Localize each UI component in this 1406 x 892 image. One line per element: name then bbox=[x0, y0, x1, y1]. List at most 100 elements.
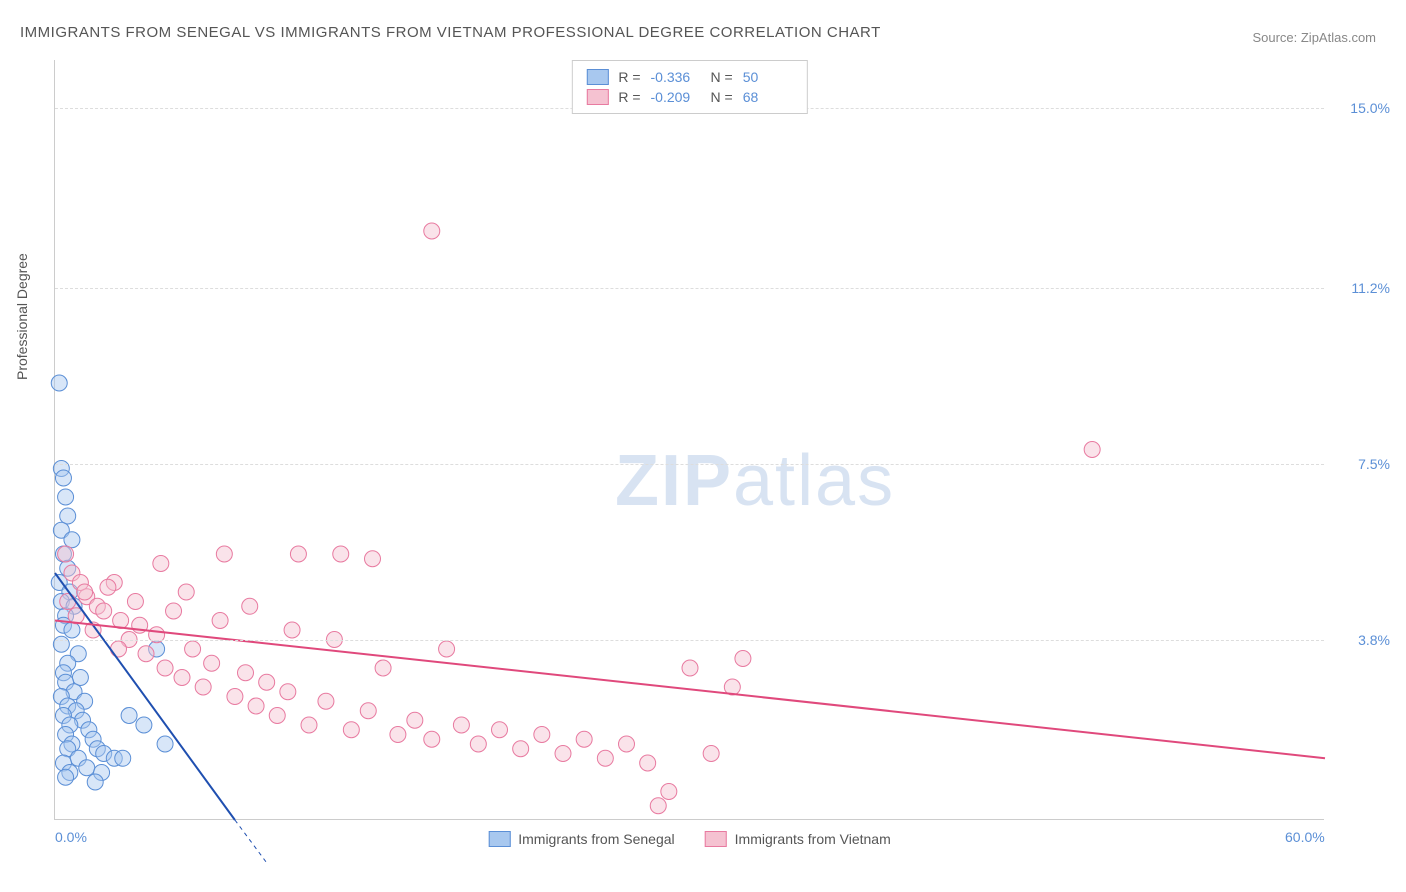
correlation-legend: R = -0.336 N = 50 R = -0.209 N = 68 bbox=[571, 60, 807, 114]
data-point bbox=[111, 641, 127, 657]
data-point bbox=[166, 603, 182, 619]
data-point bbox=[290, 546, 306, 562]
data-point bbox=[60, 508, 76, 524]
data-point bbox=[60, 594, 76, 610]
data-point bbox=[703, 746, 719, 762]
data-point bbox=[58, 489, 74, 505]
x-tick-label: 0.0% bbox=[55, 829, 87, 845]
data-point bbox=[64, 622, 80, 638]
data-point bbox=[492, 722, 508, 738]
y-tick-label: 11.2% bbox=[1351, 280, 1390, 296]
swatch-senegal-icon bbox=[488, 831, 510, 847]
data-point bbox=[115, 750, 131, 766]
data-point bbox=[318, 693, 334, 709]
data-point bbox=[576, 731, 592, 747]
data-point bbox=[96, 603, 112, 619]
data-point bbox=[248, 698, 264, 714]
chart-title: IMMIGRANTS FROM SENEGAL VS IMMIGRANTS FR… bbox=[20, 24, 881, 41]
data-point bbox=[127, 594, 143, 610]
data-point bbox=[343, 722, 359, 738]
plot-area: ZIPatlas R = -0.336 N = 50 R = -0.209 N … bbox=[54, 60, 1324, 820]
data-point bbox=[204, 655, 220, 671]
data-point bbox=[453, 717, 469, 733]
data-point bbox=[284, 622, 300, 638]
y-axis-label: Professional Degree bbox=[14, 253, 30, 380]
data-point bbox=[619, 736, 635, 752]
y-tick-label: 15.0% bbox=[1350, 100, 1390, 116]
data-point bbox=[216, 546, 232, 562]
gridline bbox=[55, 288, 1324, 289]
data-point bbox=[555, 746, 571, 762]
y-tick-label: 7.5% bbox=[1358, 456, 1390, 472]
data-point bbox=[157, 660, 173, 676]
legend-row-senegal: R = -0.336 N = 50 bbox=[586, 67, 792, 87]
data-point bbox=[682, 660, 698, 676]
data-point bbox=[185, 641, 201, 657]
data-point bbox=[650, 798, 666, 814]
r-value-senegal: -0.336 bbox=[651, 69, 701, 85]
data-point bbox=[51, 375, 67, 391]
data-point bbox=[407, 712, 423, 728]
data-point bbox=[424, 731, 440, 747]
gridline bbox=[55, 464, 1324, 465]
series-legend: Immigrants from Senegal Immigrants from … bbox=[488, 831, 891, 847]
legend-item-senegal: Immigrants from Senegal bbox=[488, 831, 674, 847]
data-point bbox=[238, 665, 254, 681]
data-point bbox=[72, 670, 88, 686]
data-point bbox=[178, 584, 194, 600]
data-point bbox=[100, 579, 116, 595]
r-label: R = bbox=[618, 69, 640, 85]
data-point bbox=[227, 689, 243, 705]
data-point bbox=[58, 769, 74, 785]
legend-item-vietnam: Immigrants from Vietnam bbox=[705, 831, 891, 847]
legend-label-vietnam: Immigrants from Vietnam bbox=[735, 831, 891, 847]
data-point bbox=[174, 670, 190, 686]
data-point bbox=[79, 760, 95, 776]
trend-line bbox=[55, 621, 1325, 759]
data-point bbox=[1084, 442, 1100, 458]
data-point bbox=[121, 708, 137, 724]
data-point bbox=[513, 741, 529, 757]
n-label: N = bbox=[711, 89, 733, 105]
y-tick-label: 3.8% bbox=[1358, 632, 1390, 648]
legend-row-vietnam: R = -0.209 N = 68 bbox=[586, 87, 792, 107]
chart-svg bbox=[55, 60, 1324, 819]
data-point bbox=[375, 660, 391, 676]
data-point bbox=[640, 755, 656, 771]
r-label: R = bbox=[618, 89, 640, 105]
data-point bbox=[212, 613, 228, 629]
data-point bbox=[365, 551, 381, 567]
data-point bbox=[470, 736, 486, 752]
data-point bbox=[87, 774, 103, 790]
data-point bbox=[280, 684, 296, 700]
data-point bbox=[138, 646, 154, 662]
data-point bbox=[597, 750, 613, 766]
data-point bbox=[424, 223, 440, 239]
data-point bbox=[242, 598, 258, 614]
data-point bbox=[661, 784, 677, 800]
data-point bbox=[136, 717, 152, 733]
data-point bbox=[534, 727, 550, 743]
data-point bbox=[55, 470, 71, 486]
data-point bbox=[58, 546, 74, 562]
source-attribution: Source: ZipAtlas.com bbox=[1252, 30, 1376, 45]
trend-line-extrapolated bbox=[235, 820, 267, 863]
swatch-senegal bbox=[586, 69, 608, 85]
data-point bbox=[301, 717, 317, 733]
n-value-senegal: 50 bbox=[743, 69, 793, 85]
data-point bbox=[195, 679, 211, 695]
data-point bbox=[735, 651, 751, 667]
data-point bbox=[259, 674, 275, 690]
data-point bbox=[390, 727, 406, 743]
data-point bbox=[333, 546, 349, 562]
r-value-vietnam: -0.209 bbox=[651, 89, 701, 105]
data-point bbox=[77, 584, 93, 600]
n-label: N = bbox=[711, 69, 733, 85]
swatch-vietnam bbox=[586, 89, 608, 105]
data-point bbox=[269, 708, 285, 724]
swatch-vietnam-icon bbox=[705, 831, 727, 847]
x-tick-label: 60.0% bbox=[1285, 829, 1325, 845]
n-value-vietnam: 68 bbox=[743, 89, 793, 105]
data-point bbox=[64, 532, 80, 548]
legend-label-senegal: Immigrants from Senegal bbox=[518, 831, 674, 847]
